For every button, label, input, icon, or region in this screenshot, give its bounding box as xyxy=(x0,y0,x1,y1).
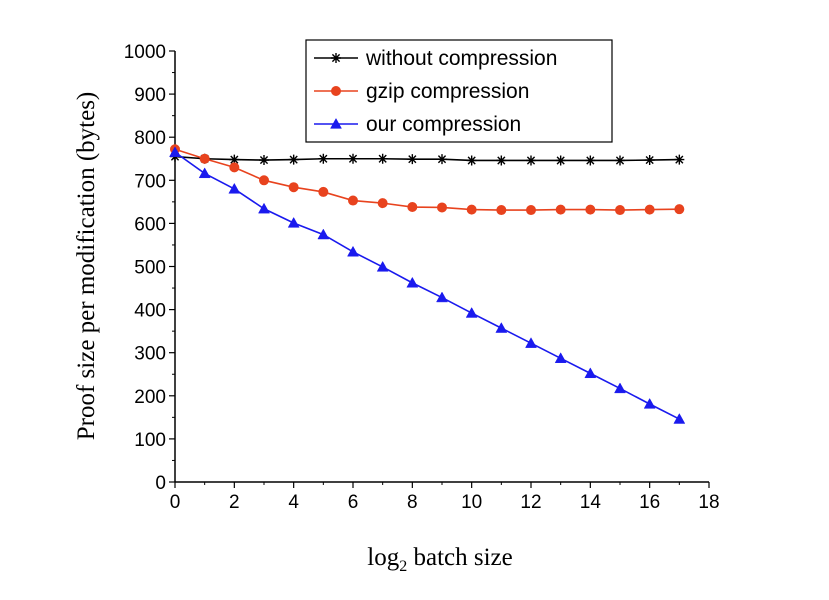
data-point xyxy=(258,202,270,214)
data-point xyxy=(169,146,181,157)
x-tick-label: 0 xyxy=(170,492,181,513)
data-point xyxy=(585,155,596,166)
data-point xyxy=(376,260,389,272)
data-point xyxy=(555,204,566,215)
y-tick-label: 600 xyxy=(134,214,166,235)
y-tick-label: 700 xyxy=(134,171,166,192)
data-point xyxy=(348,153,358,164)
legend-marker xyxy=(330,117,342,129)
data-point xyxy=(229,162,240,173)
y-tick-label: 800 xyxy=(134,128,166,149)
data-point xyxy=(525,337,537,348)
y-tick-label: 400 xyxy=(134,301,166,322)
x-tick-label: 12 xyxy=(520,492,541,513)
data-point xyxy=(437,202,447,213)
y-tick-label: 500 xyxy=(134,258,166,279)
data-point xyxy=(614,382,626,394)
y-tick-label: 0 xyxy=(155,473,166,494)
data-point xyxy=(496,205,507,216)
data-point xyxy=(347,245,359,257)
y-tick-label: 200 xyxy=(134,387,166,408)
x-axis-title-subscript: 2 xyxy=(399,558,407,575)
data-point xyxy=(318,153,329,164)
legend-marker xyxy=(331,86,341,96)
x-tick-label: 10 xyxy=(461,492,482,513)
x-axis-title: log2 batch size xyxy=(367,544,512,575)
data-point xyxy=(228,182,241,194)
data-point xyxy=(287,216,300,228)
y-tick-label: 900 xyxy=(134,85,166,106)
data-point xyxy=(466,204,477,215)
series-1 xyxy=(170,144,685,216)
data-point xyxy=(496,155,507,166)
data-point xyxy=(436,291,448,303)
data-point xyxy=(584,367,597,379)
data-point xyxy=(643,397,656,409)
series-line xyxy=(174,151,680,420)
data-point xyxy=(437,154,447,165)
axis-ticks: 0 100 200 300 400 500 600 700 800 900 1000 0 2 4 6 8 10 1… xyxy=(124,42,720,513)
x-tick-label: 14 xyxy=(580,492,602,513)
y-tick-label: 100 xyxy=(134,430,166,451)
data-point xyxy=(644,155,655,166)
data-point xyxy=(229,154,240,165)
data-point xyxy=(377,153,388,164)
legend-marker xyxy=(331,53,341,63)
data-point xyxy=(198,167,211,179)
x-tick-label: 18 xyxy=(698,492,719,513)
series-2 xyxy=(169,146,686,424)
data-point xyxy=(555,155,566,166)
data-point xyxy=(644,204,655,215)
data-point xyxy=(406,276,419,288)
y-tick-label: 300 xyxy=(134,344,166,365)
data-point xyxy=(495,322,508,333)
x-tick-label: 4 xyxy=(288,492,299,513)
data-point xyxy=(585,204,596,215)
x-tick-label: 16 xyxy=(639,492,660,513)
legend: without compression gzip compression our c… xyxy=(305,39,613,143)
data-point xyxy=(318,186,329,197)
data-point xyxy=(674,204,685,215)
data-point xyxy=(526,155,536,166)
x-tick-label: 8 xyxy=(407,492,418,513)
data-point xyxy=(615,155,625,166)
data-point xyxy=(259,155,269,166)
y-tick-label: 1000 xyxy=(124,42,166,63)
data-point xyxy=(466,155,477,166)
series-0 xyxy=(170,151,685,166)
legend-label: without compression xyxy=(365,47,557,70)
legend-label: gzip compression xyxy=(366,80,529,103)
data-point xyxy=(407,154,418,165)
x-tick-label: 2 xyxy=(229,492,240,513)
x-tick-label: 6 xyxy=(348,492,359,513)
data-point xyxy=(348,195,358,206)
data-point xyxy=(259,175,269,186)
legend-label: our compression xyxy=(366,113,521,136)
data-point xyxy=(554,352,567,363)
data-point xyxy=(615,205,625,216)
data-point xyxy=(673,413,686,424)
data-point xyxy=(674,154,685,165)
y-axis-title: Proof size per modification (bytes) xyxy=(73,92,100,441)
data-point xyxy=(317,228,330,240)
data-point xyxy=(526,205,536,216)
x-axis-title-rest: batch size xyxy=(407,544,513,571)
series-layer xyxy=(169,144,686,424)
data-point xyxy=(377,198,388,209)
data-point xyxy=(199,153,210,164)
x-axis-title-log: log xyxy=(367,544,399,571)
data-point xyxy=(465,307,478,318)
data-point xyxy=(288,182,299,193)
data-point xyxy=(288,154,299,165)
series-line xyxy=(174,155,680,162)
data-point xyxy=(407,202,418,213)
